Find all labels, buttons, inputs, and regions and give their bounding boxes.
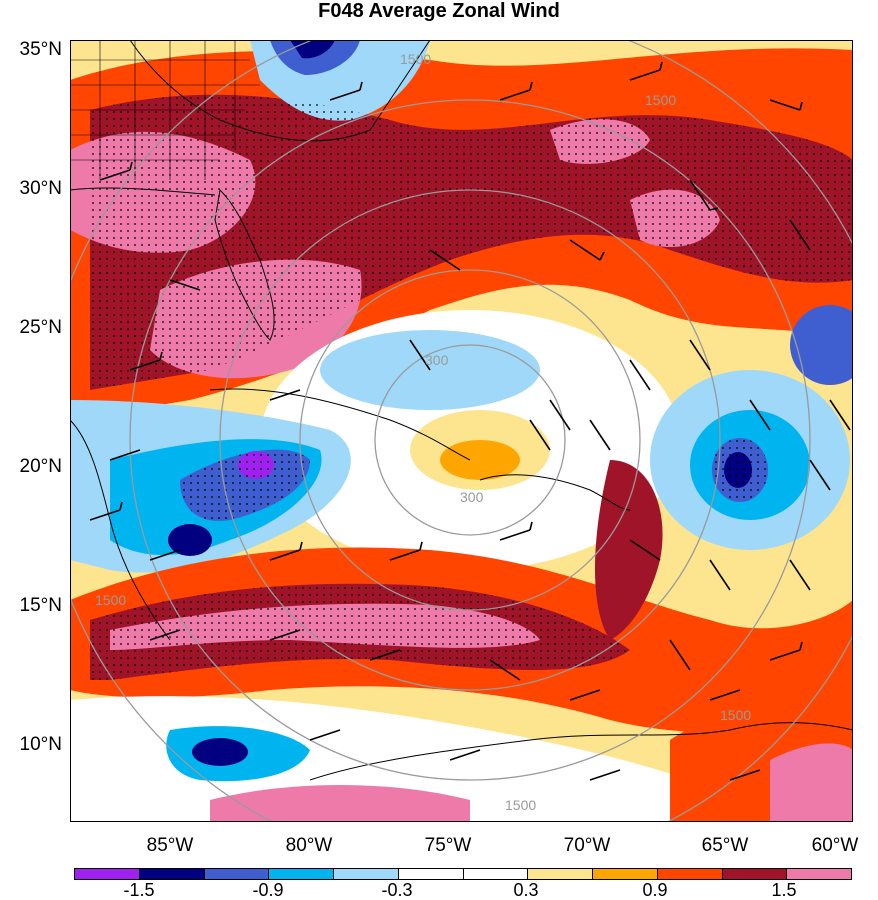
- map-border: [70, 40, 853, 822]
- colorbar-cell: [593, 869, 658, 879]
- map-canvas: 300 300 1500 1500 1500 1500 1500: [70, 40, 853, 822]
- lat-label-25n: 25°N: [19, 317, 62, 338]
- center-orange: [440, 440, 520, 480]
- map-title: F048 Average Zonal Wind: [318, 0, 560, 22]
- wind-barbs: [89, 61, 851, 781]
- ring-label-1500-c: 1500: [95, 592, 126, 608]
- far-south-navy: [192, 738, 248, 766]
- cuba-outline: [209, 388, 471, 461]
- south-america-outline: [309, 722, 853, 781]
- ring-label-300-b: 300: [460, 489, 484, 505]
- stipple-west: [180, 449, 310, 521]
- lon-label-60w: 60°W: [811, 835, 859, 856]
- gulf-coast-outline: [70, 187, 216, 196]
- colorbar-cell: [334, 869, 399, 879]
- stipple-east: [712, 438, 768, 502]
- hispaniola-outline: [479, 474, 631, 511]
- colorbar-label: 0.9: [642, 880, 668, 900]
- colorbar-cell: [269, 869, 334, 879]
- east-negative-upper: [790, 305, 853, 385]
- colorbar-cell: [657, 869, 723, 879]
- colorbar-cell: [398, 869, 464, 879]
- colorbar-cell: [787, 869, 851, 879]
- colorbar-cell: [75, 869, 140, 879]
- ring-labels: 300 300 1500 1500 1500 1500 1500: [95, 51, 751, 813]
- central-america-outline: [70, 419, 171, 641]
- us-east-coast-outline: [129, 40, 431, 142]
- ring-label-1500-d: 1500: [505, 797, 536, 813]
- ring-label-1500-e: 1500: [720, 707, 751, 723]
- lon-label-70w: 70°W: [563, 835, 611, 856]
- stipple-north: [90, 94, 853, 390]
- lon-label-85w: 85°W: [146, 835, 194, 856]
- map-area: 300 300 1500 1500 1500 1500 1500: [70, 40, 853, 822]
- lon-label-75w: 75°W: [424, 835, 472, 856]
- ring-label-1500-a: 1500: [400, 51, 431, 67]
- colorbar-cell: [463, 869, 529, 879]
- lat-label-30n: 30°N: [19, 178, 62, 199]
- ring-label-1500-b: 1500: [645, 92, 676, 108]
- colorbar-label: 1.5: [771, 880, 797, 900]
- lat-label-10n: 10°N: [19, 734, 62, 755]
- colorbar: [74, 868, 852, 880]
- lat-label-35n: 35°N: [19, 39, 62, 60]
- colorbar-label: -0.9: [252, 880, 284, 900]
- colorbar-cell: [722, 869, 788, 879]
- south-pink-bottom: [210, 785, 470, 822]
- west-navy-core: [168, 524, 212, 556]
- east-column-red: [595, 460, 663, 640]
- colorbar-label: -0.3: [381, 880, 413, 900]
- ring-label-300-a: 300: [425, 352, 449, 368]
- lat-label-15n: 15°N: [19, 595, 62, 616]
- florida-outline: [214, 188, 275, 341]
- lon-label-65w: 65°W: [701, 835, 749, 856]
- colorbar-label: 0.3: [513, 880, 539, 900]
- colorbar-cell: [139, 869, 205, 879]
- range-rings: [70, 40, 853, 822]
- colorbar-cell: [528, 869, 593, 879]
- lon-label-80w: 80°W: [285, 835, 333, 856]
- state-boundaries: [70, 40, 260, 180]
- colorbar-cell: [204, 869, 270, 879]
- se-pink-region: [770, 743, 853, 822]
- lat-label-20n: 20°N: [19, 456, 62, 477]
- colorbar-label: -1.5: [123, 880, 155, 900]
